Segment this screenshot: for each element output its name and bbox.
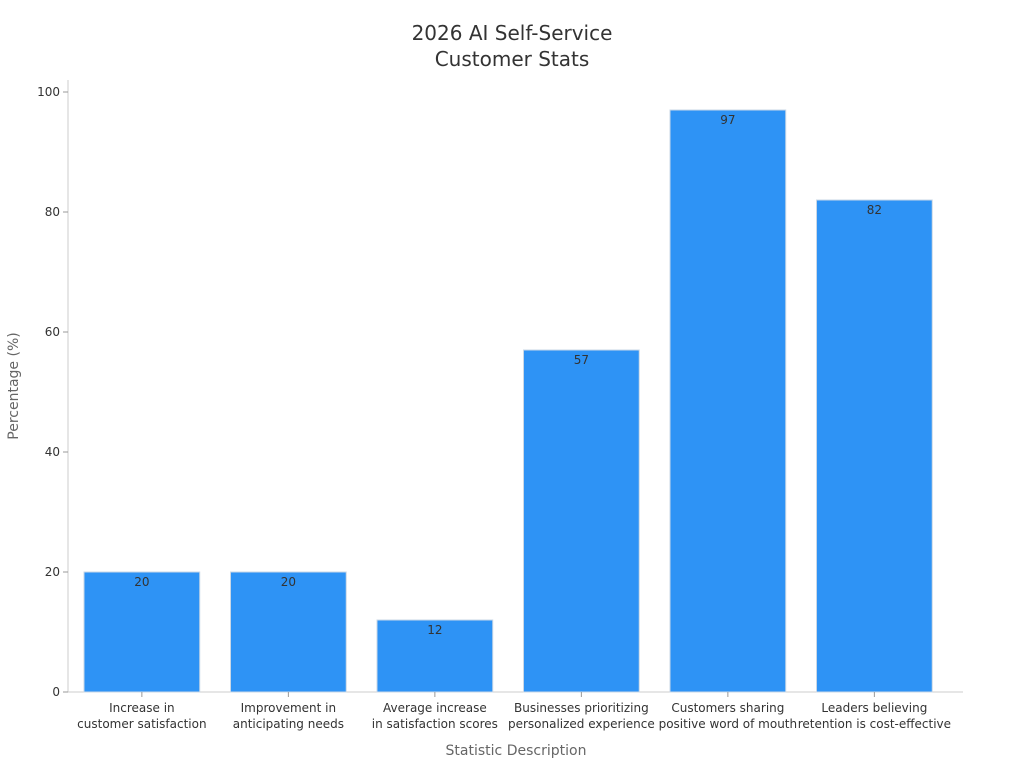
y-axis-label: Percentage (%)	[6, 332, 22, 439]
x-tick-label: Customers sharing	[671, 701, 784, 715]
y-tick-label: 60	[45, 325, 60, 339]
bar	[523, 349, 640, 693]
y-tick-label: 80	[45, 205, 60, 219]
y-tick-label: 100	[37, 85, 60, 99]
x-axis-label: Statistic Description	[446, 743, 587, 759]
x-tick-label: Improvement in	[241, 701, 336, 715]
x-tick-label: Businesses prioritizing	[514, 701, 649, 715]
bars-group: 20 20 12 57 97 82	[83, 109, 933, 693]
bar	[83, 571, 201, 693]
bar	[816, 199, 933, 693]
x-tick-label: Increase in	[109, 701, 175, 715]
x-tick-label: retention is cost-effective	[798, 717, 951, 731]
y-tick-label: 40	[45, 445, 60, 459]
x-tick-label: in satisfaction scores	[372, 717, 498, 731]
bar-value-label: 57	[574, 353, 589, 367]
y-axis-ticks: 0 20 40 60 80 100	[37, 85, 68, 699]
bar	[376, 619, 494, 693]
y-tick-label: 20	[45, 565, 60, 579]
x-tick-label: Average increase	[383, 701, 487, 715]
x-tick-label: positive word of mouth	[659, 717, 798, 731]
bar	[230, 571, 347, 693]
chart-title-line-1: 2026 AI Self-Service	[412, 21, 613, 45]
bar-value-label: 97	[720, 113, 735, 127]
y-tick-label: 0	[52, 685, 60, 699]
bar-value-label: 82	[867, 203, 882, 217]
x-tick-label: Leaders believing	[821, 701, 927, 715]
chart-title-line-2: Customer Stats	[435, 47, 590, 71]
x-tick-label: anticipating needs	[233, 717, 344, 731]
bar	[669, 109, 787, 693]
bar-value-label: 12	[427, 623, 442, 637]
x-tick-label: personalized experience	[508, 717, 655, 731]
bar-value-label: 20	[134, 575, 149, 589]
bar-value-label: 20	[281, 575, 296, 589]
x-axis-ticks: Increase in customer satisfaction Improvem…	[77, 692, 951, 731]
x-tick-label: customer satisfaction	[77, 717, 206, 731]
